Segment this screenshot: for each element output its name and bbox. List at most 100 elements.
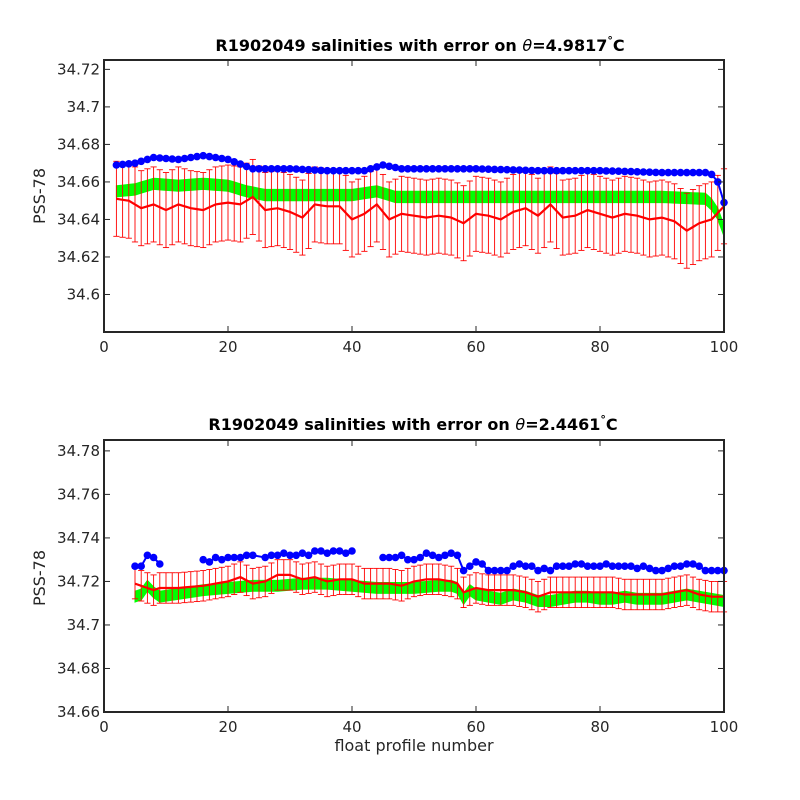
bottom-blue-point [459,566,468,575]
bottom-blue-point [664,564,672,573]
bottom-blue-point [602,560,610,568]
bottom-ytick-label: 34.7 [67,616,100,634]
top-blue-point [298,165,307,174]
top-blue-point [645,168,654,176]
bottom-blue-point [428,551,437,560]
top-blue-point [534,166,542,175]
top-panel: R1902049 salinities with error on θ=4.98… [30,34,738,356]
bottom-blue-point [670,562,679,570]
bottom-blue-point [552,562,561,570]
bottom-blue-point [676,562,685,570]
top-blue-point [211,153,220,162]
bottom-blue-point [410,555,418,564]
top-blue-point [205,152,214,161]
top-blue-point [236,160,245,168]
bottom-blue-point [701,566,710,575]
top-blue-point [286,165,294,173]
bottom-blue-point [546,566,555,575]
top-blue-point [435,165,443,173]
top-blue-point [689,168,697,177]
bottom-blue-point [540,564,548,573]
bottom-blue-point [621,562,629,570]
bottom-ytick-label: 34.66 [57,703,100,721]
bottom-blue-point [472,558,480,566]
bottom-red-line [134,573,724,598]
bottom-blue-point [323,549,332,557]
bottom-blue-point [317,547,325,555]
bottom-panel: R1902049 salinities with error on θ=2.44… [30,413,738,755]
top-blue-point [701,168,710,177]
bottom-blue-point [614,562,623,570]
top-blue-point [503,165,511,174]
top-blue-point [218,154,226,163]
top-blue-point [552,166,561,175]
top-blue-point [131,159,139,167]
top-blue-point [410,165,418,173]
top-blue-point [428,165,437,173]
bottom-blue-point [590,562,598,570]
top-blue-point [373,163,381,171]
bottom-blue-point [441,551,449,560]
top-blue-point [627,167,635,176]
top-blue-point [354,166,363,175]
bottom-blue-point [242,551,251,560]
bottom-blue-point [484,566,493,575]
top-blue-point [125,160,133,168]
top-blue-point [695,168,703,177]
bottom-blue-point [571,560,579,568]
bottom-blue-point [397,551,406,560]
top-ytick-label: 34.62 [57,248,100,266]
top-xtick-label: 20 [218,338,237,356]
top-blue-point [391,163,400,172]
bottom-blue-point [329,547,338,555]
bottom-blue-point [298,549,307,557]
top-blue-point [143,155,152,164]
top-blue-point [484,165,493,173]
top-blue-point [441,165,449,173]
bottom-blue-point [236,553,245,562]
top-blue-point [335,166,344,175]
top-blue-point [280,165,288,173]
bottom-blue-point [311,547,319,555]
bottom-blue-point [230,553,238,562]
bottom-blue-point [714,566,722,575]
top-ytick-label: 34.6 [67,285,100,303]
top-red-line [116,195,725,233]
bottom-blue-point [645,564,654,573]
bottom-xtick-label: 60 [466,718,485,736]
top-blue-point [162,154,170,163]
top-ytick-label: 34.68 [57,135,100,153]
bottom-ytick-label: 34.76 [57,485,100,503]
top-blue-point [156,154,164,162]
top-blue-point [273,165,282,173]
top-blue-point [614,167,623,175]
bottom-blue-point [707,566,716,575]
top-ytick-label: 34.7 [67,98,100,116]
top-blue-point [664,168,672,177]
top-blue-point [249,165,257,173]
top-blue-point [466,165,474,173]
bottom-blue-point [633,564,641,573]
bottom-blue-point [658,566,666,575]
top-blue-point [497,165,505,174]
top-blue-point [546,166,555,175]
bottom-blue-point [149,553,158,562]
top-blue-point [652,168,660,177]
bottom-blue-point [261,553,270,562]
bottom-blue-point [689,560,697,568]
bottom-ytick-label: 34.74 [57,529,100,547]
top-blue-point [447,165,456,173]
bottom-blue-point [379,553,387,562]
bottom-blue-point [515,560,524,568]
bottom-blue-point [131,562,139,570]
top-blue-point [416,165,425,173]
top-blue-point [311,166,319,174]
bottom-blue-point [583,562,592,570]
top-blue-point [472,165,480,173]
top-blue-point [261,165,270,173]
top-blue-point [639,168,648,176]
top-blue-point [571,166,579,175]
bottom-blue-point [391,553,400,562]
bottom-blue-point [639,562,648,570]
